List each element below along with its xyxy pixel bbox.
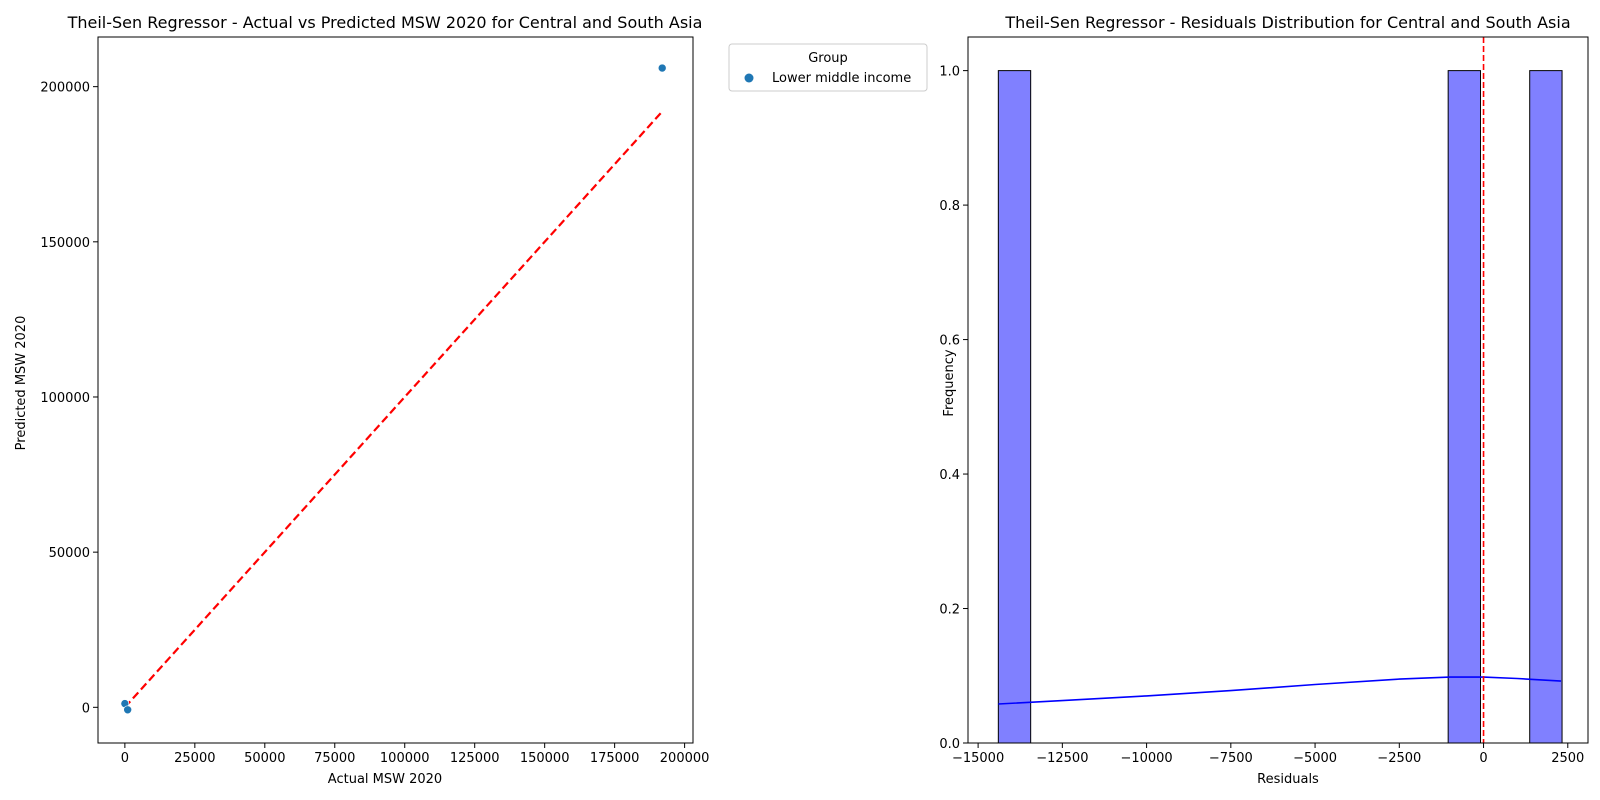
chart2-ytick-label: 0.0 [939,737,960,752]
chart1-frame [97,36,694,744]
chart1-xlabel: Actual MSW 2020 [328,772,442,787]
kde-curve [998,676,1562,705]
chart1-xtick-label: 150000 [520,751,570,766]
chart2-xlabel: Residuals [1257,772,1319,787]
histogram-chart: Theil-Sen Regressor - Residuals Distribu… [939,13,1589,787]
chart2-xtick-label: −5000 [1293,751,1337,766]
chart1-xtick-label: 50000 [244,751,285,766]
diagonal-reference-line [124,110,664,709]
chart1-ytick-label: 50000 [49,546,90,561]
chart1-title: Theil-Sen Regressor - Actual vs Predicte… [67,13,703,32]
chart2-ytick-label: 0.6 [939,334,960,349]
chart1-ytick-label: 0 [82,701,90,716]
chart1-xtick-label: 175000 [590,751,640,766]
chart1-ytick-label: 150000 [40,236,90,251]
chart2-xtick-label: −12500 [1036,751,1088,766]
chart1-xtick-label: 75000 [314,751,355,766]
chart2-ytick-label: 0.2 [939,603,960,618]
chart2-xtick-label: 0 [1479,751,1487,766]
chart1-xtick-label: 125000 [450,751,500,766]
chart2-xtick-label: 2500 [1551,751,1584,766]
legend-entry-label: Lower middle income [772,71,911,86]
scatter-point [123,705,132,715]
chart1-ytick-label: 100000 [40,391,90,406]
chart2-xtick-label: −15000 [952,751,1004,766]
legend-marker [744,73,754,83]
chart2-ytick-label: 1.0 [939,65,960,80]
chart1-xtick-label: 200000 [660,751,710,766]
chart1-ylabel: Predicted MSW 2020 [14,316,29,451]
chart1-plot-area: 0 25000 50000 75000 100000 125000 150000 175000… [40,36,710,766]
chart1-ytick-label: 200000 [40,81,90,96]
chart2-ylabel: Frequency [942,349,957,416]
histogram-bar [1447,70,1482,744]
chart2-title: Theil-Sen Regressor - Residuals Distribu… [1004,13,1570,32]
legend-frame [728,43,928,92]
histogram-bar [1529,70,1563,744]
scatter-chart: Theil-Sen Regressor - Actual vs Predicte… [14,13,709,787]
chart1-legend: Group Lower middle income [728,43,928,92]
chart2-plot-area: −15000 −12500 −10000 −7500 −5000 −2500 0 2500 0.… [939,36,1589,766]
chart1-xtick-label: 0 [121,751,129,766]
chart2-frame [967,36,1589,744]
chart2-ytick-label: 0.4 [939,468,960,483]
chart2-xtick-label: −7500 [1209,751,1253,766]
legend-title: Group [808,51,848,66]
scatter-point [657,63,667,73]
chart2-xtick-label: −2500 [1377,751,1421,766]
chart2-ytick-label: 0.8 [939,199,960,214]
chart1-xtick-label: 25000 [174,751,215,766]
chart1-xtick-label: 100000 [380,751,430,766]
histogram-bar [997,70,1032,744]
chart2-xtick-label: −10000 [1120,751,1172,766]
